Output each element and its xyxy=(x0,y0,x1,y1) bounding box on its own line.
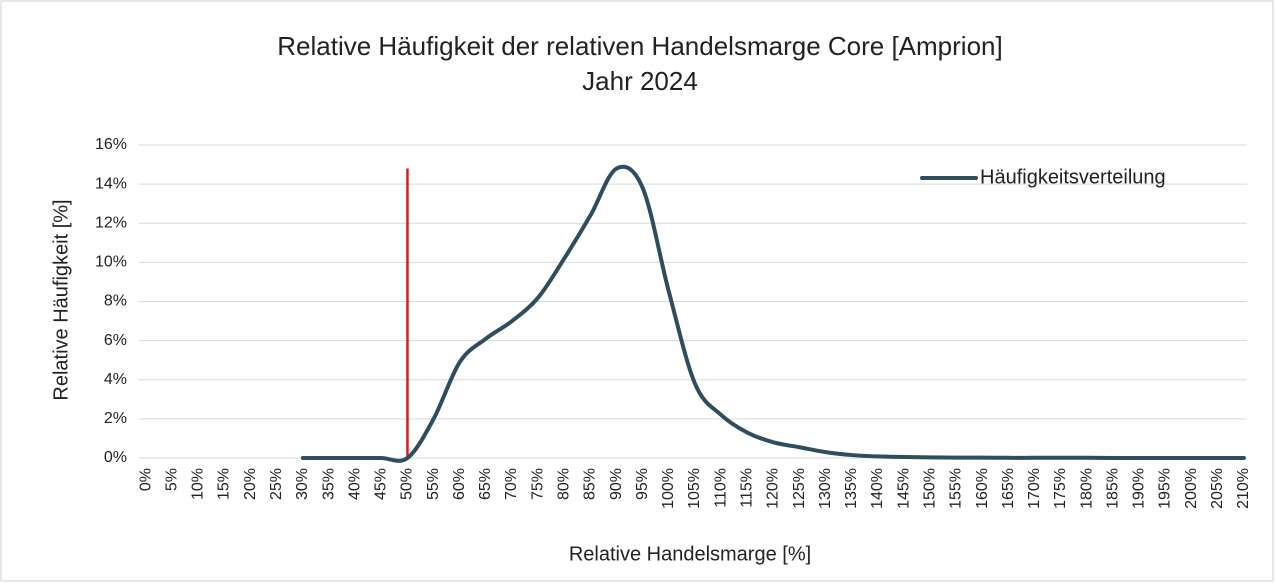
x-tick-label: 145% xyxy=(895,468,912,509)
y-tick-label: 4% xyxy=(104,371,127,388)
x-tick-label: 0% xyxy=(137,468,154,491)
x-tick-label: 165% xyxy=(1000,468,1017,509)
x-tick-label: 150% xyxy=(921,468,938,509)
x-tick-label: 120% xyxy=(765,468,782,509)
x-tick-label: 65% xyxy=(477,468,494,500)
y-tick-label: 10% xyxy=(95,254,127,271)
x-tick-label: 170% xyxy=(1026,468,1043,509)
y-tick-label: 14% xyxy=(95,175,127,192)
x-tick-label: 155% xyxy=(948,468,965,509)
x-tick-label: 200% xyxy=(1183,468,1200,509)
x-tick-label: 90% xyxy=(608,468,625,500)
x-tick-label: 95% xyxy=(634,468,651,500)
x-tick-label: 110% xyxy=(712,468,729,508)
y-tick-label: 8% xyxy=(104,293,127,310)
x-tick-label: 115% xyxy=(738,468,755,508)
y-axis-label: Relative Häufigkeit [%] xyxy=(50,199,72,400)
x-tick-label: 45% xyxy=(373,468,390,500)
x-tick-label: 205% xyxy=(1209,468,1226,509)
x-tick-label: 60% xyxy=(451,468,468,500)
x-tick-label: 130% xyxy=(817,468,834,509)
x-tick-label: 15% xyxy=(216,468,233,500)
x-tick-label: 80% xyxy=(556,468,573,500)
x-tick-label: 5% xyxy=(163,468,180,491)
x-axis-label: Relative Handelsmarge [%] xyxy=(569,543,811,565)
x-tick-label: 20% xyxy=(242,468,259,500)
y-tick-label: 2% xyxy=(104,410,127,427)
x-tick-label: 25% xyxy=(268,468,285,500)
x-tick-label: 75% xyxy=(529,468,546,500)
x-tick-label: 40% xyxy=(346,468,363,500)
x-tick-label: 125% xyxy=(791,468,808,509)
x-tick-label: 140% xyxy=(869,468,886,509)
data-line xyxy=(300,164,1246,463)
y-tick-label: 16% xyxy=(95,136,127,153)
y-tick-label: 12% xyxy=(95,214,127,231)
x-tick-label: 100% xyxy=(660,468,677,509)
x-tick-label: 185% xyxy=(1104,468,1121,509)
x-tick-label: 190% xyxy=(1131,468,1148,509)
x-tick-label: 70% xyxy=(503,468,520,500)
x-tick-label: 10% xyxy=(190,468,207,500)
x-tick-label: 50% xyxy=(399,468,416,500)
x-tick-label: 35% xyxy=(320,468,337,500)
x-tick-label: 30% xyxy=(294,468,311,500)
legend-label: Häufigkeitsverteilung xyxy=(980,166,1166,188)
x-tick-label: 105% xyxy=(686,468,703,509)
x-tick-label: 195% xyxy=(1157,468,1174,509)
chart-subtitle: Jahr 2024 xyxy=(582,66,698,96)
x-tick-label: 210% xyxy=(1235,468,1252,509)
x-tick-label: 55% xyxy=(425,468,442,500)
chart-title: Relative Häufigkeit der relativen Handel… xyxy=(277,31,1002,61)
x-tick-label: 160% xyxy=(974,468,991,509)
y-tick-label: 0% xyxy=(104,449,127,466)
y-tick-label: 6% xyxy=(104,332,127,349)
x-tick-label: 180% xyxy=(1078,468,1095,509)
x-tick-label: 85% xyxy=(582,468,599,500)
x-tick-label: 135% xyxy=(843,468,860,509)
x-tick-label: 175% xyxy=(1052,468,1069,509)
